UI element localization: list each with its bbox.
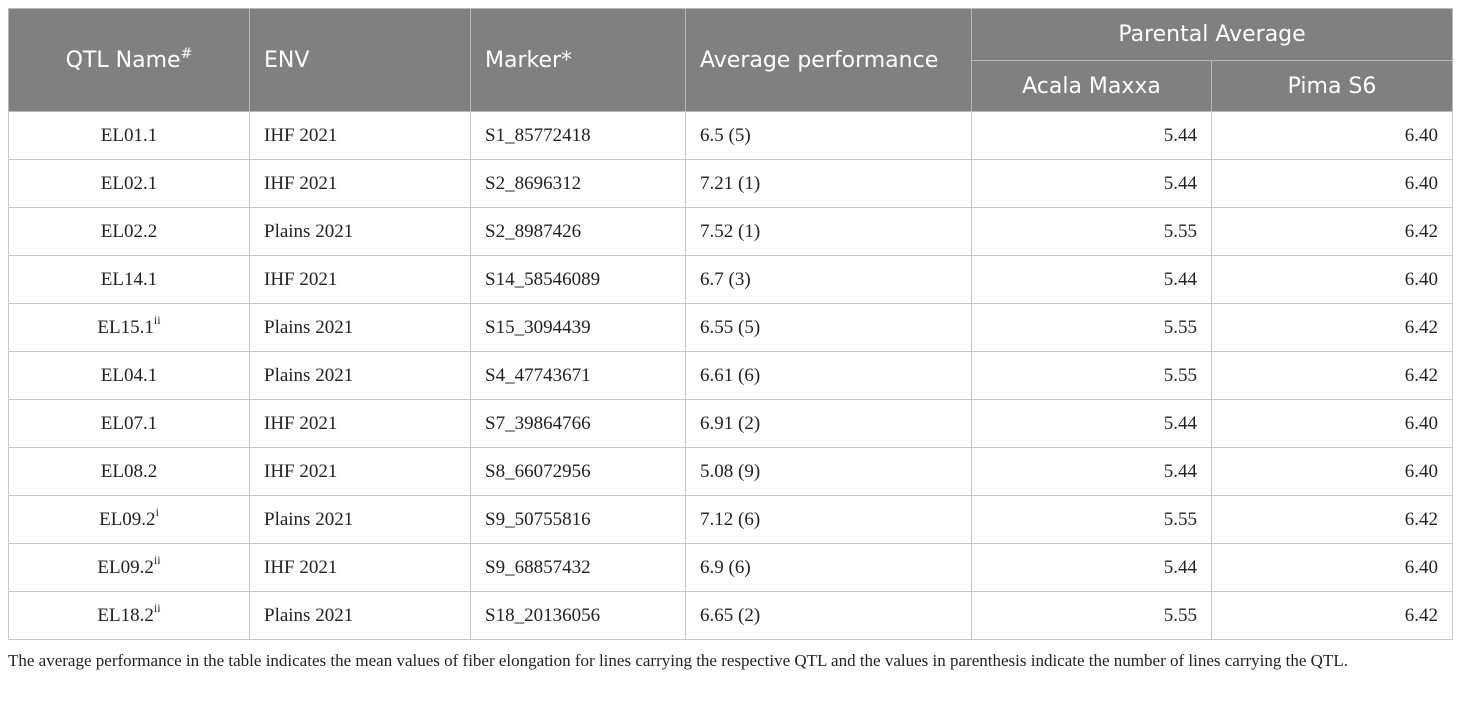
acala-maxxa-cell: 5.44 bbox=[971, 447, 1212, 496]
table-row: EL18.2ii Plains 2021 S18_20136056 6.65 (2) 5… bbox=[8, 591, 1454, 640]
env-cell: IHF 2021 bbox=[249, 159, 471, 208]
average-performance-cell: 6.55 (5) bbox=[685, 303, 972, 352]
acala-maxxa-cell: 5.55 bbox=[971, 351, 1212, 400]
table-footnote: The average performance in the table ind… bbox=[8, 651, 1348, 670]
table-row: EL09.2i Plains 2021 S9_50755816 7.12 (6) 5.5… bbox=[8, 495, 1454, 544]
acala-maxxa-cell: 5.44 bbox=[971, 399, 1212, 448]
marker-cell: S15_3094439 bbox=[470, 303, 686, 352]
qtl-name-cell: EL08.2 bbox=[8, 447, 250, 496]
average-performance-cell: 6.65 (2) bbox=[685, 591, 972, 640]
qtl-name-cell: EL09.2ii bbox=[8, 543, 250, 592]
table-row: EL09.2ii IHF 2021 S9_68857432 6.9 (6) 5.44 6.… bbox=[8, 543, 1454, 592]
marker-cell: S9_50755816 bbox=[470, 495, 686, 544]
env-cell: IHF 2021 bbox=[249, 111, 471, 160]
qtl-name-cell: EL02.2 bbox=[8, 207, 250, 256]
env-cell: Plains 2021 bbox=[249, 351, 471, 400]
table-row: EL02.2 Plains 2021 S2_8987426 7.52 (1) 5.55 6… bbox=[8, 207, 1454, 256]
marker-cell: S2_8987426 bbox=[470, 207, 686, 256]
env-cell: Plains 2021 bbox=[249, 591, 471, 640]
average-performance-cell: 7.12 (6) bbox=[685, 495, 972, 544]
marker-cell: S18_20136056 bbox=[470, 591, 686, 640]
qtl-name-cell: EL15.1ii bbox=[8, 303, 250, 352]
marker-cell: S4_47743671 bbox=[470, 351, 686, 400]
acala-maxxa-cell: 5.44 bbox=[971, 543, 1212, 592]
header-qtl-name: QTL Name# bbox=[8, 8, 250, 112]
pima-s6-cell: 6.42 bbox=[1210, 591, 1454, 640]
qtl-name-cell: EL07.1 bbox=[8, 399, 250, 448]
env-cell: IHF 2021 bbox=[249, 543, 471, 592]
marker-cell: S14_58546089 bbox=[470, 255, 686, 304]
marker-cell: S8_66072956 bbox=[470, 447, 686, 496]
average-performance-cell: 6.91 (2) bbox=[685, 399, 972, 448]
pima-s6-cell: 6.40 bbox=[1210, 447, 1454, 496]
acala-maxxa-cell: 5.55 bbox=[971, 303, 1212, 352]
pima-s6-cell: 6.42 bbox=[1210, 207, 1454, 256]
table-row: EL01.1 IHF 2021 S1_85772418 6.5 (5) 5.44 6.40 bbox=[8, 111, 1454, 160]
table-row: EL07.1 IHF 2021 S7_39864766 6.91 (2) 5.44 6.4… bbox=[8, 399, 1454, 448]
env-cell: Plains 2021 bbox=[249, 207, 471, 256]
qtl-name-cell: EL02.1 bbox=[8, 159, 250, 208]
env-cell: Plains 2021 bbox=[249, 495, 471, 544]
table-row: EL14.1 IHF 2021 S14_58546089 6.7 (3) 5.44 6.4… bbox=[8, 255, 1454, 304]
header-pima-s6: Pima S6 bbox=[1210, 60, 1454, 112]
marker-cell: S1_85772418 bbox=[470, 111, 686, 160]
table-row: EL15.1ii Plains 2021 S15_3094439 6.55 (5) 5.… bbox=[8, 303, 1454, 352]
header-average-performance: Average performance bbox=[685, 8, 972, 112]
header-env: ENV bbox=[249, 8, 471, 112]
table-row: EL02.1 IHF 2021 S2_8696312 7.21 (1) 5.44 6.40 bbox=[8, 159, 1454, 208]
env-cell: IHF 2021 bbox=[249, 255, 471, 304]
pima-s6-cell: 6.42 bbox=[1210, 495, 1454, 544]
table-row: EL08.2 IHF 2021 S8_66072956 5.08 (9) 5.44 6.4… bbox=[8, 447, 1454, 496]
qtl-table: QTL Name# ENV Marker* Average performanc… bbox=[8, 8, 1454, 640]
pima-s6-cell: 6.42 bbox=[1210, 303, 1454, 352]
average-performance-cell: 6.5 (5) bbox=[685, 111, 972, 160]
pima-s6-cell: 6.40 bbox=[1210, 111, 1454, 160]
marker-cell: S7_39864766 bbox=[470, 399, 686, 448]
average-performance-cell: 7.52 (1) bbox=[685, 207, 972, 256]
pima-s6-cell: 6.42 bbox=[1210, 351, 1454, 400]
pima-s6-cell: 6.40 bbox=[1210, 255, 1454, 304]
qtl-name-cell: EL09.2i bbox=[8, 495, 250, 544]
header-marker: Marker* bbox=[470, 8, 686, 112]
acala-maxxa-cell: 5.44 bbox=[971, 159, 1212, 208]
env-cell: Plains 2021 bbox=[249, 303, 471, 352]
qtl-name-cell: EL18.2ii bbox=[8, 591, 250, 640]
average-performance-cell: 6.7 (3) bbox=[685, 255, 972, 304]
average-performance-cell: 6.61 (6) bbox=[685, 351, 972, 400]
pima-s6-cell: 6.40 bbox=[1210, 399, 1454, 448]
qtl-name-cell: EL01.1 bbox=[8, 111, 250, 160]
pima-s6-cell: 6.40 bbox=[1210, 159, 1454, 208]
acala-maxxa-cell: 5.55 bbox=[971, 591, 1212, 640]
qtl-name-cell: EL14.1 bbox=[8, 255, 250, 304]
header-acala-maxxa: Acala Maxxa bbox=[971, 60, 1212, 112]
average-performance-cell: 6.9 (6) bbox=[685, 543, 972, 592]
acala-maxxa-cell: 5.55 bbox=[971, 495, 1212, 544]
acala-maxxa-cell: 5.44 bbox=[971, 111, 1212, 160]
pima-s6-cell: 6.40 bbox=[1210, 543, 1454, 592]
acala-maxxa-cell: 5.55 bbox=[971, 207, 1212, 256]
header-parental-average: Parental Average bbox=[970, 8, 1454, 61]
average-performance-cell: 5.08 (9) bbox=[685, 447, 972, 496]
table-row: EL04.1 Plains 2021 S4_47743671 6.61 (6) 5.55… bbox=[8, 351, 1454, 400]
average-performance-cell: 7.21 (1) bbox=[685, 159, 972, 208]
qtl-name-cell: EL04.1 bbox=[8, 351, 250, 400]
acala-maxxa-cell: 5.44 bbox=[971, 255, 1212, 304]
marker-cell: S9_68857432 bbox=[470, 543, 686, 592]
marker-cell: S2_8696312 bbox=[470, 159, 686, 208]
env-cell: IHF 2021 bbox=[249, 447, 471, 496]
env-cell: IHF 2021 bbox=[249, 399, 471, 448]
